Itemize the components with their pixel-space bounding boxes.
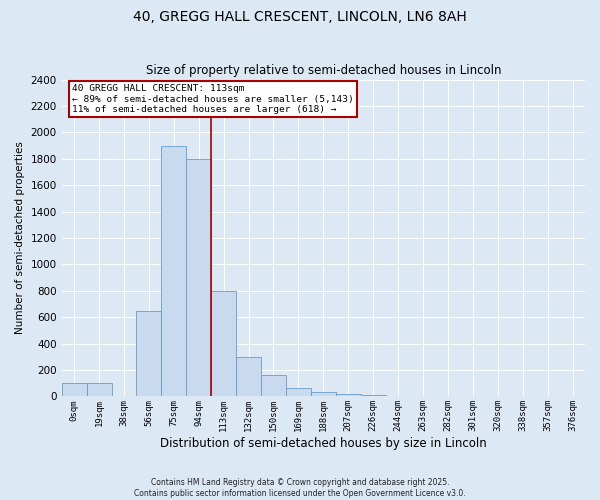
- Bar: [286, 388, 311, 396]
- X-axis label: Distribution of semi-detached houses by size in Lincoln: Distribution of semi-detached houses by …: [160, 437, 487, 450]
- Y-axis label: Number of semi-detached properties: Number of semi-detached properties: [15, 142, 25, 334]
- Bar: [261, 376, 286, 396]
- Text: Contains HM Land Registry data © Crown copyright and database right 2025.
Contai: Contains HM Land Registry data © Crown c…: [134, 478, 466, 498]
- Bar: [161, 146, 186, 396]
- Bar: [62, 383, 86, 396]
- Bar: [236, 357, 261, 397]
- Bar: [336, 394, 361, 396]
- Bar: [186, 159, 211, 396]
- Text: 40 GREGG HALL CRESCENT: 113sqm
← 89% of semi-detached houses are smaller (5,143): 40 GREGG HALL CRESCENT: 113sqm ← 89% of …: [72, 84, 354, 114]
- Bar: [136, 310, 161, 396]
- Title: Size of property relative to semi-detached houses in Lincoln: Size of property relative to semi-detach…: [146, 64, 501, 77]
- Bar: [311, 392, 336, 396]
- Bar: [211, 291, 236, 397]
- Bar: [361, 395, 386, 396]
- Bar: [86, 383, 112, 396]
- Text: 40, GREGG HALL CRESCENT, LINCOLN, LN6 8AH: 40, GREGG HALL CRESCENT, LINCOLN, LN6 8A…: [133, 10, 467, 24]
